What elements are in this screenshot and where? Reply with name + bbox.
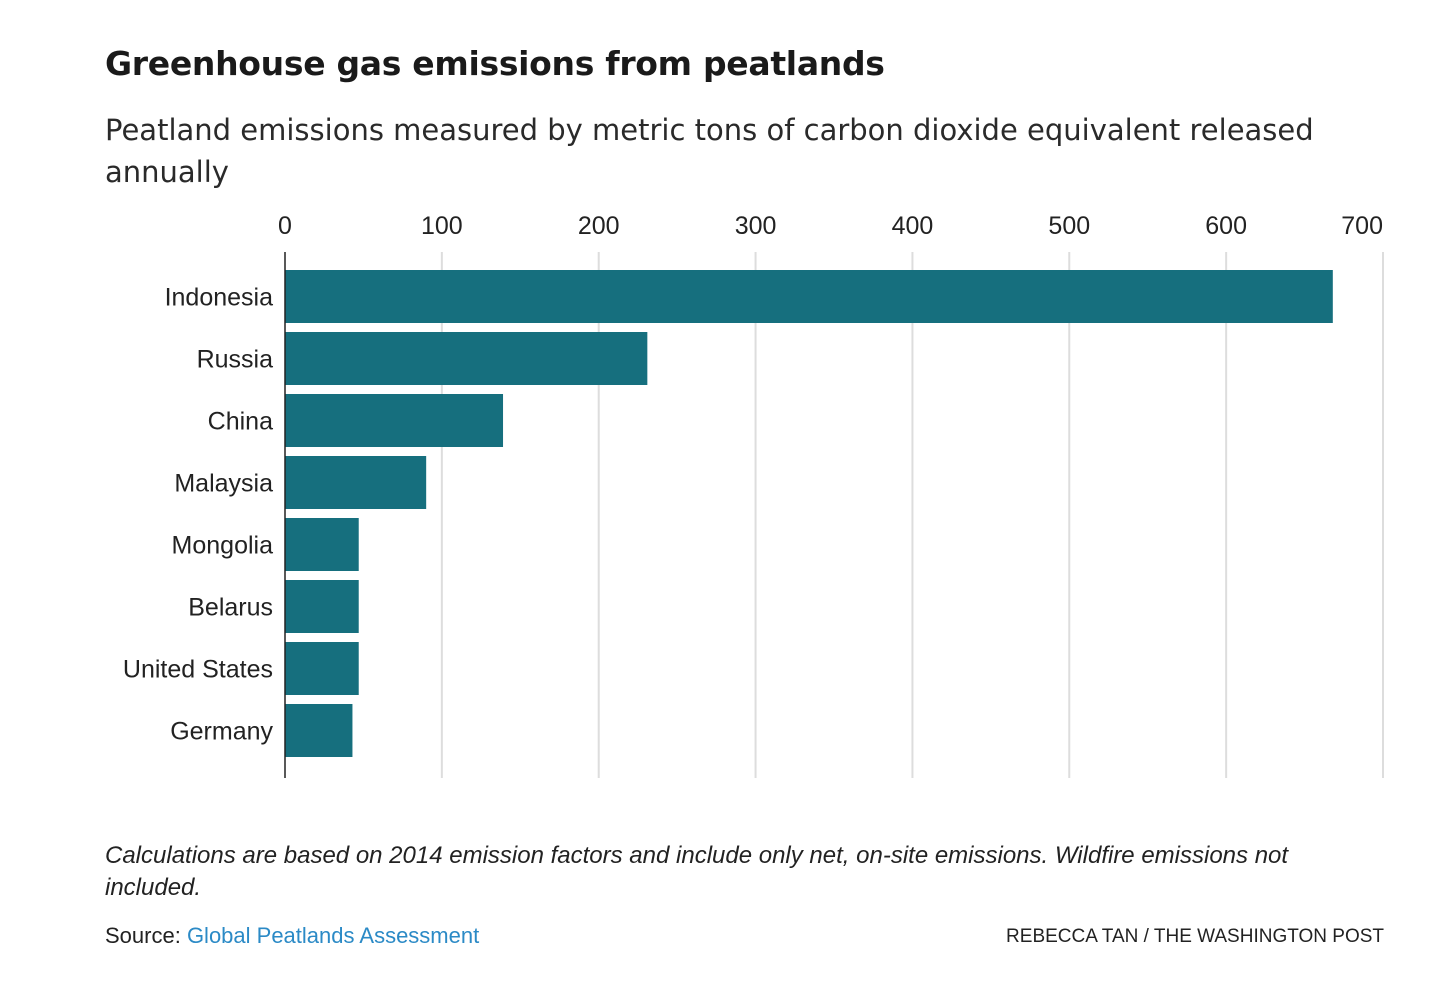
category-label: Germany — [170, 718, 273, 746]
x-tick-label: 100 — [421, 212, 463, 240]
source-prefix: Source: — [105, 923, 187, 948]
bar-germany — [285, 704, 353, 757]
chart-title: Greenhouse gas emissions from peatlands — [105, 44, 885, 83]
bar-malaysia — [285, 456, 427, 509]
x-tick-label: 0 — [278, 212, 292, 240]
x-tick-label: 700 — [1341, 212, 1383, 240]
chart-subtitle: Peatland emissions measured by metric to… — [105, 113, 1314, 189]
bar-belarus — [285, 580, 359, 633]
x-tick-label: 600 — [1205, 212, 1247, 240]
source-line: Source: Global Peatlands Assessment — [105, 923, 479, 949]
category-label: Malaysia — [174, 470, 273, 498]
bar-china — [285, 394, 504, 447]
x-tick-label: 300 — [735, 212, 777, 240]
category-label: Russia — [197, 346, 274, 374]
x-tick-label: 500 — [1048, 212, 1090, 240]
bar-united-states — [285, 642, 359, 695]
x-tick-label: 400 — [892, 212, 934, 240]
category-label: Mongolia — [172, 532, 274, 560]
bars — [285, 270, 1333, 757]
category-label: China — [208, 408, 273, 436]
x-axis-ticks: 0 100 200 300 400 500 600 700 — [278, 212, 1383, 240]
chart-note: Calculations are based on 2014 emission … — [105, 842, 1289, 901]
bar-mongolia — [285, 518, 359, 571]
credit-line: REBECCA TAN / THE WASHINGTON POST — [1006, 926, 1384, 947]
category-labels: Indonesia Russia China Malaysia Mongolia Bela… — [123, 284, 274, 746]
bar-indonesia — [285, 270, 1333, 323]
category-label: Belarus — [188, 594, 273, 622]
gridlines — [440, 252, 1384, 778]
source-link[interactable]: Global Peatlands Assessment — [186, 923, 480, 948]
category-label: Indonesia — [165, 284, 274, 312]
bar-russia — [285, 332, 648, 385]
category-label: United States — [123, 656, 273, 684]
x-tick-label: 200 — [578, 212, 620, 240]
bar-chart: 0 100 200 300 400 500 600 700 Indonesia Russia Ch… — [123, 212, 1384, 778]
